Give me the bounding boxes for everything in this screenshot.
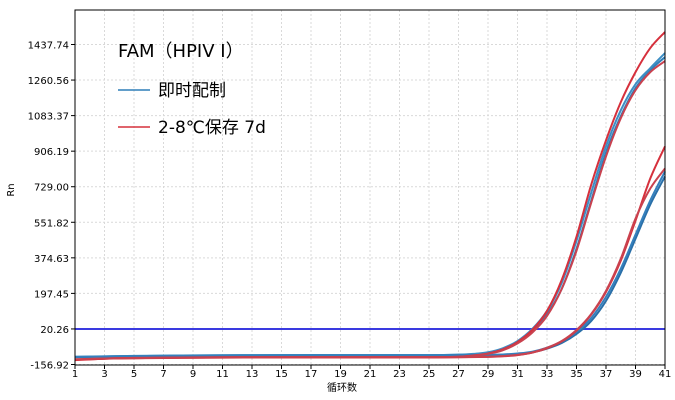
y-tick-label: -156.92 bbox=[30, 361, 69, 372]
y-tick-label: 374.63 bbox=[34, 254, 69, 265]
x-tick-label: 23 bbox=[393, 369, 406, 380]
x-tick-label: 27 bbox=[452, 369, 465, 380]
x-tick-label: 17 bbox=[305, 369, 318, 380]
x-axis-ticks: 1 3 5 7 9 11 13 15 17 19 21 23 25 27 29 31 33 35 37 39 41 bbox=[72, 365, 672, 380]
x-tick-label: 41 bbox=[659, 369, 672, 380]
y-tick-label: 20.26 bbox=[40, 325, 69, 336]
x-tick-label: 7 bbox=[160, 369, 166, 380]
x-tick-label: 37 bbox=[600, 369, 613, 380]
y-tick-label: 1083.37 bbox=[28, 112, 69, 123]
amplification-curve bbox=[74, 171, 666, 358]
x-tick-label: 13 bbox=[246, 369, 259, 380]
y-tick-label: 1260.56 bbox=[28, 76, 69, 87]
x-tick-label: 5 bbox=[131, 369, 137, 380]
x-tick-label: 11 bbox=[216, 369, 229, 380]
y-tick-label: 729.00 bbox=[34, 183, 69, 194]
x-tick-label: 3 bbox=[101, 369, 107, 380]
x-tick-label: 39 bbox=[629, 369, 642, 380]
x-tick-label: 21 bbox=[364, 369, 377, 380]
y-tick-label: 1437.74 bbox=[28, 41, 69, 52]
curve-layer bbox=[74, 31, 666, 362]
legend-label: 2-8℃保存 7d bbox=[158, 118, 266, 138]
x-tick-label: 9 bbox=[190, 369, 196, 380]
x-tick-label: 33 bbox=[541, 369, 554, 380]
y-axis-ticks: 1437.74 1260.56 1083.37 906.19 729.00 551.82 3… bbox=[28, 41, 75, 372]
chart-title: FAM（HPIV I） bbox=[118, 41, 244, 62]
x-tick-label: 25 bbox=[423, 369, 436, 380]
x-tick-label: 31 bbox=[511, 369, 524, 380]
x-tick-label: 35 bbox=[570, 369, 583, 380]
x-tick-label: 1 bbox=[72, 369, 78, 380]
amplification-curve bbox=[74, 167, 666, 361]
grid bbox=[74, 10, 666, 365]
x-tick-label: 15 bbox=[275, 369, 288, 380]
y-tick-label: 906.19 bbox=[34, 147, 69, 158]
legend: 即时配制 2-8℃保存 7d bbox=[118, 81, 266, 138]
y-tick-label: 551.82 bbox=[34, 218, 69, 229]
y-tick-label: 197.45 bbox=[34, 289, 69, 300]
x-tick-label: 29 bbox=[482, 369, 495, 380]
x-axis-label: 循环数 bbox=[327, 381, 357, 394]
y-axis-label: Rn bbox=[6, 183, 17, 196]
legend-label: 即时配制 bbox=[158, 81, 226, 101]
x-tick-label: 19 bbox=[334, 369, 347, 380]
